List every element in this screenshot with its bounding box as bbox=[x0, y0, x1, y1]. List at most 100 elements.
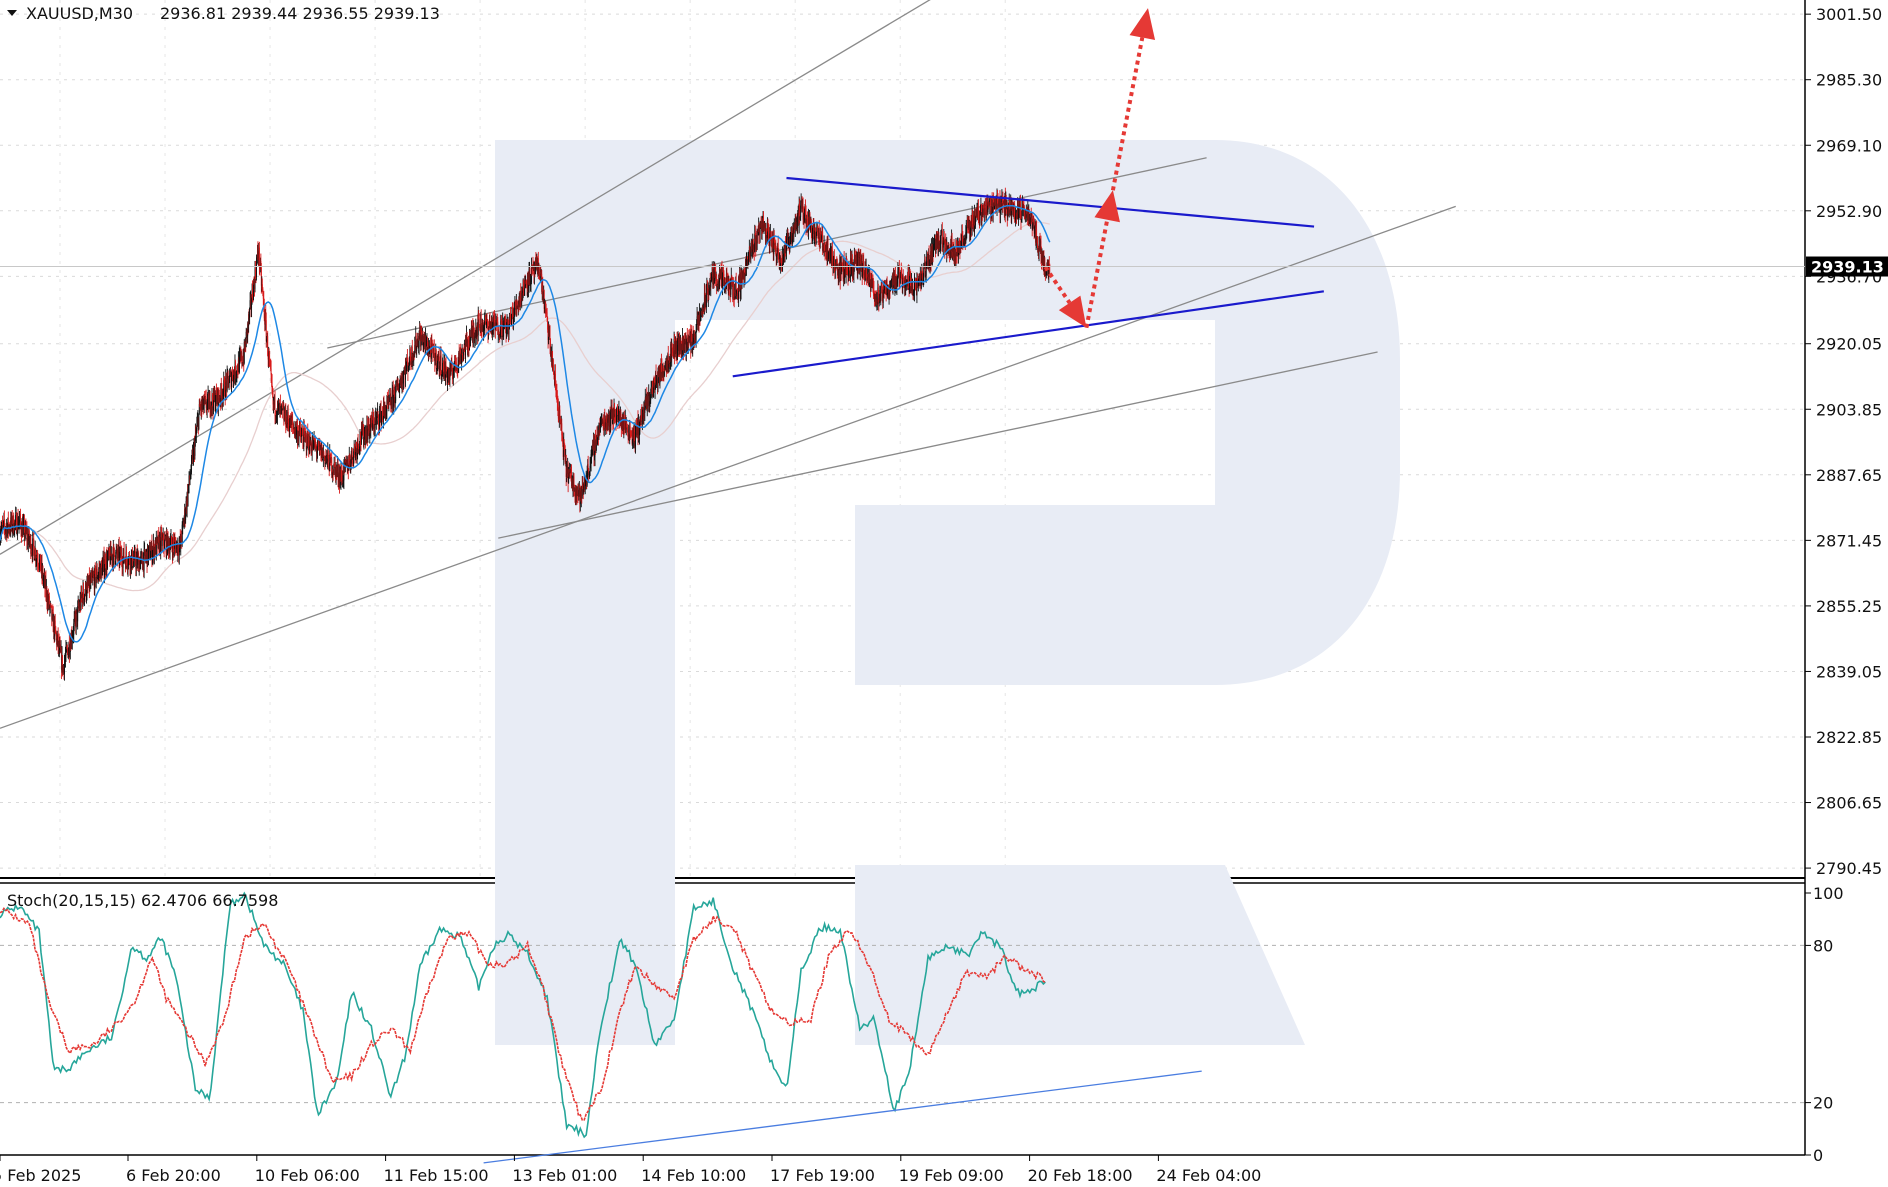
candle-body bbox=[353, 451, 355, 464]
candle-body bbox=[440, 355, 442, 377]
slow-ma-line bbox=[0, 221, 1050, 592]
candle bbox=[267, 330, 269, 357]
candle bbox=[395, 379, 397, 393]
candle bbox=[64, 654, 65, 681]
candle-body bbox=[434, 356, 436, 366]
candle-body bbox=[114, 555, 116, 564]
candle bbox=[133, 545, 135, 568]
candle bbox=[96, 563, 98, 583]
candle bbox=[371, 411, 373, 428]
candle-body bbox=[95, 577, 97, 584]
candle-body bbox=[66, 648, 68, 651]
candle-body bbox=[194, 440, 196, 456]
candle bbox=[84, 593, 85, 607]
candle-body bbox=[361, 426, 362, 443]
candle bbox=[403, 370, 404, 390]
candle bbox=[233, 369, 234, 389]
candle-body bbox=[55, 626, 57, 633]
candle-body bbox=[253, 281, 254, 301]
candle-body bbox=[112, 546, 114, 565]
candle-body bbox=[187, 489, 189, 503]
candle-body bbox=[100, 561, 102, 580]
candle bbox=[573, 473, 575, 497]
candle-body bbox=[274, 396, 276, 416]
candle-body bbox=[323, 452, 325, 457]
candle bbox=[577, 483, 579, 504]
candle bbox=[434, 352, 436, 366]
candle bbox=[262, 287, 264, 297]
candle-body bbox=[6, 526, 8, 537]
candle bbox=[232, 366, 233, 381]
candle-body bbox=[54, 620, 56, 628]
candle-body bbox=[251, 303, 253, 308]
candle bbox=[90, 570, 92, 589]
candle-body bbox=[209, 394, 211, 413]
candle bbox=[433, 339, 435, 361]
candle-body bbox=[334, 463, 336, 468]
candle-body bbox=[189, 478, 191, 482]
candle bbox=[416, 345, 418, 358]
candle bbox=[265, 312, 267, 348]
candle-body bbox=[351, 448, 353, 460]
candle bbox=[227, 370, 229, 389]
candle bbox=[11, 510, 13, 534]
candle-body bbox=[15, 515, 17, 522]
candle bbox=[66, 644, 68, 656]
candle-body bbox=[256, 261, 257, 278]
candle-body bbox=[96, 569, 98, 579]
candle bbox=[274, 390, 276, 425]
candle bbox=[229, 368, 231, 384]
candle-body bbox=[62, 655, 63, 672]
candle bbox=[362, 424, 364, 448]
candle-body bbox=[422, 335, 424, 348]
candle-body bbox=[344, 460, 346, 466]
candle bbox=[225, 372, 227, 390]
candle bbox=[445, 355, 447, 375]
candle-body bbox=[289, 426, 291, 432]
candle-body bbox=[160, 532, 162, 552]
candle bbox=[691, 325, 693, 343]
candle-body bbox=[710, 280, 712, 288]
candle-body bbox=[691, 330, 693, 342]
grid bbox=[0, 0, 1805, 878]
candle-body bbox=[469, 339, 471, 347]
candle bbox=[207, 392, 209, 411]
candle-body bbox=[77, 606, 79, 622]
candle bbox=[331, 451, 333, 479]
candle bbox=[235, 359, 236, 379]
candle bbox=[765, 222, 767, 248]
candle bbox=[107, 550, 108, 570]
candle-body bbox=[241, 352, 243, 364]
candle-body bbox=[94, 567, 96, 589]
candle bbox=[399, 379, 401, 399]
candle bbox=[440, 346, 442, 380]
candle-body bbox=[415, 335, 417, 351]
candle bbox=[132, 550, 134, 568]
candle-body bbox=[285, 408, 287, 428]
candle bbox=[256, 254, 257, 281]
candle bbox=[198, 413, 200, 431]
candle bbox=[292, 411, 294, 435]
candle bbox=[189, 469, 191, 486]
candle-body bbox=[538, 268, 540, 278]
candle bbox=[255, 260, 256, 279]
candle-body bbox=[233, 370, 234, 383]
candle bbox=[131, 547, 133, 571]
candle bbox=[251, 297, 253, 318]
candle-body bbox=[40, 554, 41, 572]
candle bbox=[394, 384, 396, 408]
candle bbox=[353, 448, 355, 467]
candle-body bbox=[408, 364, 410, 367]
candle bbox=[337, 457, 339, 488]
candle bbox=[55, 625, 57, 634]
candle-body bbox=[468, 340, 469, 348]
candle bbox=[18, 521, 20, 534]
candle-body bbox=[443, 360, 445, 378]
candle-body bbox=[167, 533, 169, 541]
candle bbox=[95, 576, 97, 589]
candle bbox=[226, 365, 228, 393]
candle-body bbox=[442, 362, 444, 372]
candle-body bbox=[1, 522, 3, 529]
candle-body bbox=[554, 373, 556, 382]
candle-body bbox=[62, 666, 64, 672]
